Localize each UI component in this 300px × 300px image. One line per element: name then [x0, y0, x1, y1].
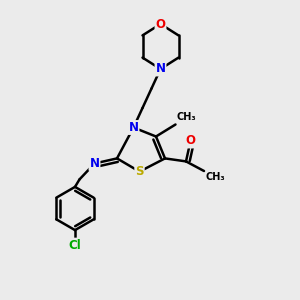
Text: N: N — [89, 157, 100, 170]
Text: O: O — [155, 17, 166, 31]
Text: Cl: Cl — [69, 238, 81, 252]
Text: N: N — [155, 62, 166, 76]
Text: O: O — [185, 134, 196, 148]
Text: S: S — [135, 165, 144, 178]
Text: CH₃: CH₃ — [205, 172, 225, 182]
Text: N: N — [128, 121, 139, 134]
Text: CH₃: CH₃ — [177, 112, 197, 122]
